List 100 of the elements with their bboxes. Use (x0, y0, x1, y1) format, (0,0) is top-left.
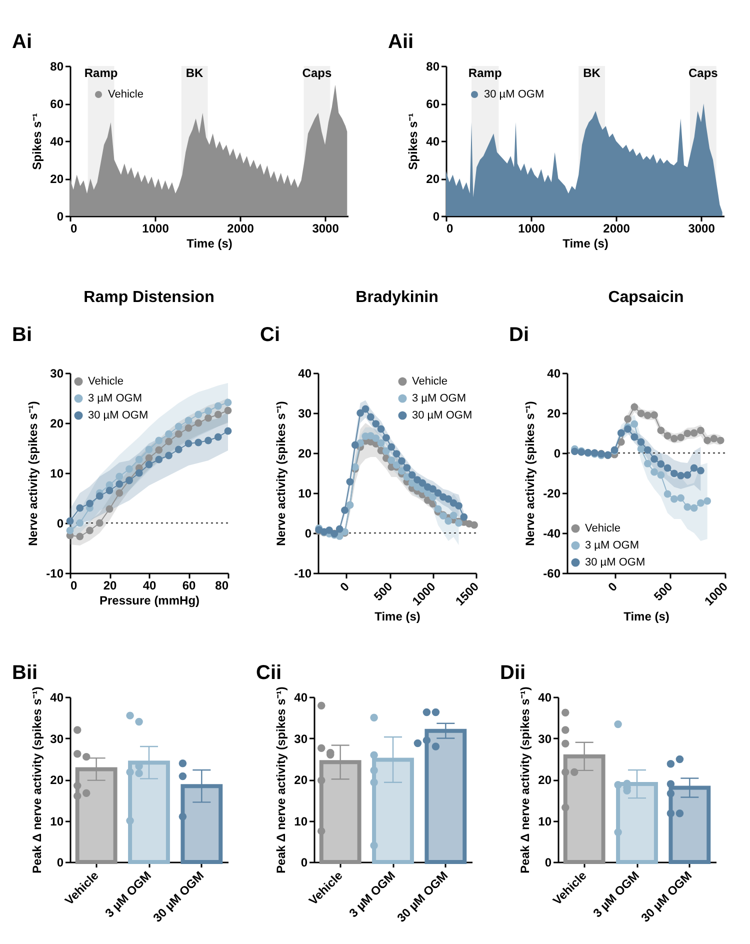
legend-label: 30 µM OGM (412, 410, 472, 422)
y-tick-label: 0 (304, 526, 312, 540)
chart-title: Capsaicin (608, 289, 684, 306)
text: Di (509, 324, 529, 346)
y-tick-label: 60 (50, 97, 64, 111)
band-label: BK (186, 66, 204, 80)
y-tick-label: 20 (547, 406, 561, 420)
x-tick-label: 500 (371, 579, 396, 604)
legend-label: 30 µM OGM (484, 88, 544, 100)
y-tick-label: 20 (50, 416, 64, 430)
band-label: Ramp (468, 66, 502, 80)
y-tick-label: 10 (298, 486, 312, 500)
y-tick-label: 10 (294, 814, 308, 828)
y-tick-label: 10 (538, 814, 552, 828)
x-tick-label: 60 (182, 578, 196, 592)
y-axis-title: Peak Δ nerve activity (spikes s⁻¹) (30, 686, 44, 874)
legend-label: 30 µM OGM (88, 410, 148, 422)
y-tick-label: 10 (50, 814, 64, 828)
text: Bii (12, 662, 38, 684)
y-tick-label: 40 (538, 690, 552, 704)
y-tick-label: 60 (426, 97, 440, 111)
y-tick-label: 20 (50, 172, 64, 186)
x-tick-label: 3000 (312, 222, 340, 236)
x-tick-label: 0 (605, 579, 620, 594)
x-axis-title: Time (s) (562, 236, 608, 250)
x-tick-label: 1000 (142, 222, 170, 236)
y-tick-label: 30 (50, 732, 64, 746)
x-tick-label: 20 (103, 578, 117, 592)
y-axis-title: Peak Δ nerve activity (spikes s⁻¹) (274, 686, 288, 874)
y-tick-label: 10 (50, 466, 64, 480)
legend-label: 3 µM OGM (585, 540, 640, 552)
y-tick-label: 40 (294, 690, 308, 704)
legend-label: Vehicle (108, 88, 144, 100)
y-tick-label: 0 (56, 856, 64, 870)
x-tick-label: 40 (142, 578, 156, 592)
band-label: Ramp (84, 66, 118, 80)
text: Cii (256, 662, 282, 684)
legend-label: Vehicle (88, 376, 124, 388)
y-tick-label: 0 (56, 516, 64, 530)
text: Ci (260, 324, 280, 346)
text: Bi (12, 324, 32, 346)
y-tick-label: 30 (50, 366, 64, 380)
y-tick-label: 0 (544, 856, 552, 870)
y-tick-label: 20 (50, 773, 64, 787)
y-tick-label: -60 (543, 566, 561, 580)
y-axis-title: Nerve activity (spikes s⁻¹) (26, 401, 40, 546)
chart-title: Bradykinin (356, 289, 438, 306)
y-tick-label: 0 (56, 210, 64, 224)
y-tick-label: 30 (294, 732, 308, 746)
y-axis-title: Spikes s⁻¹ (30, 113, 44, 170)
y-tick-label: 40 (298, 366, 312, 380)
x-tick-label: 0 (70, 222, 78, 236)
y-tick-label: 40 (426, 134, 440, 148)
x-tick-label: 2000 (603, 222, 630, 236)
y-tick-label: 0 (432, 210, 440, 224)
y-tick-label: 40 (50, 690, 64, 704)
text: Ai (12, 31, 32, 53)
y-tick-label: 30 (298, 406, 312, 420)
y-tick-label: 20 (298, 446, 312, 460)
y-tick-label: 20 (538, 773, 552, 787)
y-tick-label: -10 (46, 566, 64, 580)
x-axis-title: Time (s) (624, 610, 670, 624)
x-tick-label: 2000 (227, 222, 254, 236)
y-tick-label: -20 (543, 486, 561, 500)
x-tick-label: 1000 (518, 222, 546, 236)
legend-label: 3 µM OGM (412, 392, 466, 404)
x-tick-label: 80 (215, 578, 229, 592)
band-label: Caps (302, 66, 332, 80)
y-tick-label: 0 (300, 856, 308, 870)
band-label: BK (583, 66, 601, 80)
x-tick-label: 0 (446, 222, 454, 236)
legend-label: Vehicle (585, 522, 620, 534)
y-axis-title: Spikes s⁻¹ (406, 113, 420, 170)
text: Aii (388, 31, 414, 53)
y-axis-title: Peak Δ nerve activity (spikes s⁻¹) (518, 686, 532, 874)
text: Dii (500, 662, 526, 684)
y-axis-title: Nerve activity (spikes s⁻¹) (523, 401, 538, 546)
x-axis-title: Time (s) (186, 236, 232, 250)
y-tick-label: 80 (50, 60, 64, 74)
y-axis-title: Nerve activity (spikes s⁻¹) (274, 401, 288, 546)
y-tick-label: 30 (538, 732, 552, 746)
legend-label: 30 µM OGM (585, 556, 646, 568)
y-tick-label: 20 (426, 172, 440, 186)
x-axis-title: Time (s) (374, 610, 420, 624)
legend-label: 3 µM OGM (88, 392, 142, 404)
y-tick-label: 80 (426, 60, 440, 74)
x-axis-title: Pressure (mmHg) (99, 594, 200, 608)
x-tick-label: 0 (70, 578, 78, 592)
y-tick-label: -40 (543, 526, 561, 540)
y-tick-label: -10 (294, 566, 312, 580)
y-tick-label: 0 (554, 446, 561, 460)
band-label: Caps (688, 66, 718, 80)
y-tick-label: 20 (294, 773, 308, 787)
y-tick-label: 40 (547, 366, 561, 380)
x-tick-label: 0 (337, 579, 352, 594)
y-tick-label: 40 (50, 134, 64, 148)
legend-label: Vehicle (412, 376, 448, 388)
chart-title: Ramp Distension (84, 289, 214, 306)
x-tick-label: 500 (651, 579, 676, 604)
x-tick-label: 3000 (688, 222, 716, 236)
